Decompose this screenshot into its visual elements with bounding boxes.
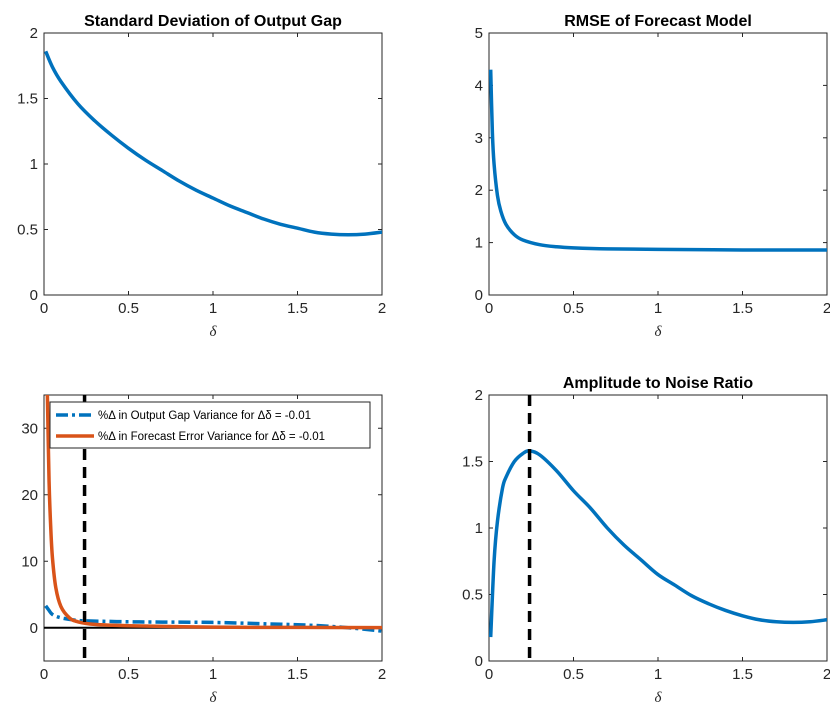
y-tick-label: 0.5 — [17, 222, 38, 239]
y-tick-label: 0 — [30, 287, 38, 304]
y-tick-label: 0.5 — [462, 587, 483, 604]
x-axis-label: δ — [210, 690, 218, 706]
x-tick-label: 1 — [209, 666, 217, 683]
subplot-2: 0 0.5 1 1.5 2 0 1 2 3 4 5 RMSE of Forecast Model δ — [475, 13, 830, 340]
y-tick-label: 1 — [30, 156, 38, 173]
subplot-4: 0 0.5 1 1.5 2 0 0.5 1 1.5 2 Amplitude to Noise Rat… — [462, 375, 830, 706]
y-tick-label: 2 — [30, 25, 38, 42]
y-tick-label: 10 — [21, 553, 38, 570]
x-tick-label: 2 — [823, 300, 830, 317]
series-line-1 — [489, 449, 827, 638]
x-axis-label: δ — [210, 324, 218, 340]
x-tick-label: 1 — [209, 300, 217, 317]
y-tick-label: 1.5 — [462, 454, 483, 471]
x-tick-label: 1.5 — [732, 300, 753, 317]
y-tick-label: 0 — [475, 287, 483, 304]
x-tick-label: 2 — [823, 666, 830, 683]
y-tick-label: 3 — [475, 130, 483, 147]
y-tick-label: 0 — [475, 653, 483, 670]
y-tick-label: 2 — [475, 182, 483, 199]
x-axis-label: δ — [655, 324, 663, 340]
series-line-1 — [44, 50, 382, 237]
x-tick-label: 1 — [654, 300, 662, 317]
series-line-1 — [44, 604, 382, 633]
x-tick-label: 0.5 — [563, 300, 584, 317]
subplot-title: Amplitude to Noise Ratio — [563, 375, 753, 392]
legend-box — [49, 401, 371, 449]
x-tick-label: 1 — [654, 666, 662, 683]
y-tick-label: 4 — [475, 77, 483, 94]
subplot-title: Standard Deviation of Output Gap — [84, 13, 342, 30]
y-tick-label: 5 — [475, 25, 483, 42]
x-tick-label: 2 — [378, 666, 386, 683]
legend: %Δ in Output Gap Variance for Δδ = -0.01… — [49, 401, 371, 449]
x-tick-label: 0.5 — [563, 666, 584, 683]
x-axis-label: δ — [655, 690, 663, 706]
x-tick-label: 2 — [378, 300, 386, 317]
x-tick-label: 0 — [485, 300, 493, 317]
y-tick-label: 1 — [475, 235, 483, 252]
legend-label-2: %Δ in Forecast Error Variance for Δδ = -… — [98, 431, 325, 443]
axes-box — [488, 32, 828, 296]
series-line-2 — [45, 395, 382, 630]
y-tick-label: 1 — [475, 520, 483, 537]
x-tick-label: 0 — [485, 666, 493, 683]
x-tick-label: 1.5 — [287, 666, 308, 683]
x-tick-label: 1.5 — [732, 666, 753, 683]
x-tick-label: 1.5 — [287, 300, 308, 317]
legend-label-1: %Δ in Output Gap Variance for Δδ = -0.01 — [98, 410, 311, 422]
subplot-title: RMSE of Forecast Model — [564, 13, 752, 30]
y-tick-label: 30 — [21, 420, 38, 437]
x-tick-label: 0.5 — [118, 300, 139, 317]
subplot-1: 0 0.5 1 1.5 2 0 0.5 1 1.5 2 Standard Deviation of … — [17, 13, 386, 340]
y-tick-label: 2 — [475, 387, 483, 404]
x-tick-label: 0.5 — [118, 666, 139, 683]
x-tick-label: 0 — [40, 300, 48, 317]
x-tick-label: 0 — [40, 666, 48, 683]
y-tick-label: 1.5 — [17, 91, 38, 108]
y-tick-label: 20 — [21, 487, 38, 504]
y-tick-label: 0 — [30, 620, 38, 637]
series-line-1 — [489, 69, 827, 252]
axes-box — [43, 32, 383, 296]
